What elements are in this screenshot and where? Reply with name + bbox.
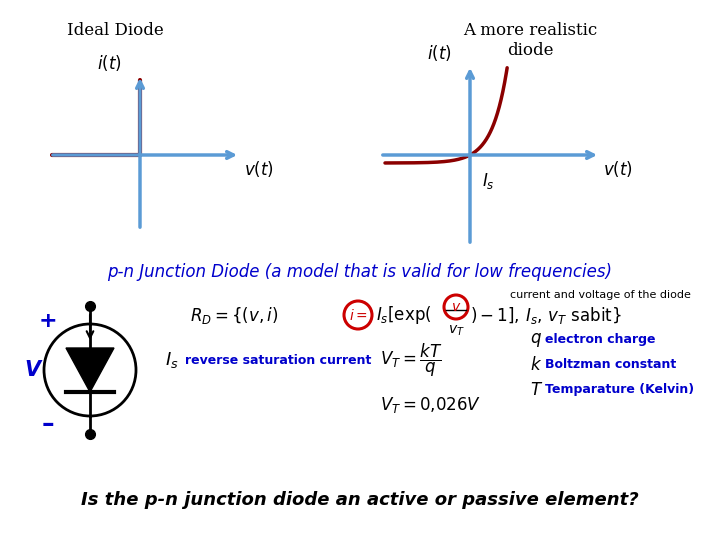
Text: $i{=}$: $i{=}$	[348, 307, 367, 322]
Text: $v$: $v$	[451, 300, 462, 314]
Text: current and voltage of the diode: current and voltage of the diode	[510, 290, 691, 300]
Text: $v(t)$: $v(t)$	[603, 159, 633, 179]
Text: $I_s$: $I_s$	[165, 350, 179, 370]
Text: electron charge: electron charge	[545, 334, 655, 347]
Text: $i(t)$: $i(t)$	[97, 53, 122, 73]
Text: $v_T$: $v_T$	[448, 324, 464, 339]
Text: p-n Junction Diode (a model that is valid for low frequencies): p-n Junction Diode (a model that is vali…	[107, 263, 613, 281]
Text: Ideal Diode: Ideal Diode	[67, 22, 163, 39]
Text: $I_s[\exp($: $I_s[\exp($	[376, 304, 432, 326]
Polygon shape	[66, 348, 114, 392]
Text: $I_s$: $I_s$	[482, 171, 495, 191]
Text: $q$: $q$	[530, 331, 542, 349]
Text: +: +	[39, 311, 58, 331]
Text: $v(t)$: $v(t)$	[244, 159, 274, 179]
Text: Is the p-n junction diode an active or passive element?: Is the p-n junction diode an active or p…	[81, 491, 639, 509]
Text: $)-1],\,I_s,\,v_T$ sabit}: $)-1],\,I_s,\,v_T$ sabit}	[470, 305, 621, 326]
Text: A more realistic
diode: A more realistic diode	[463, 22, 597, 59]
Text: $k$: $k$	[530, 356, 542, 374]
Text: $T$: $T$	[530, 381, 543, 399]
Text: V: V	[24, 360, 40, 380]
Text: –: –	[42, 412, 54, 436]
Text: Boltzman constant: Boltzman constant	[545, 359, 676, 372]
Text: $V_T = \dfrac{kT}{q}$: $V_T = \dfrac{kT}{q}$	[380, 341, 442, 379]
Text: Temparature (Kelvin): Temparature (Kelvin)	[545, 383, 694, 396]
Text: $V_T = 0{,}026V$: $V_T = 0{,}026V$	[380, 395, 482, 415]
Text: reverse saturation current: reverse saturation current	[185, 354, 372, 367]
Text: $R_D = \{(v,i)$: $R_D = \{(v,i)$	[190, 305, 279, 326]
Text: $i(t)$: $i(t)$	[427, 43, 452, 63]
